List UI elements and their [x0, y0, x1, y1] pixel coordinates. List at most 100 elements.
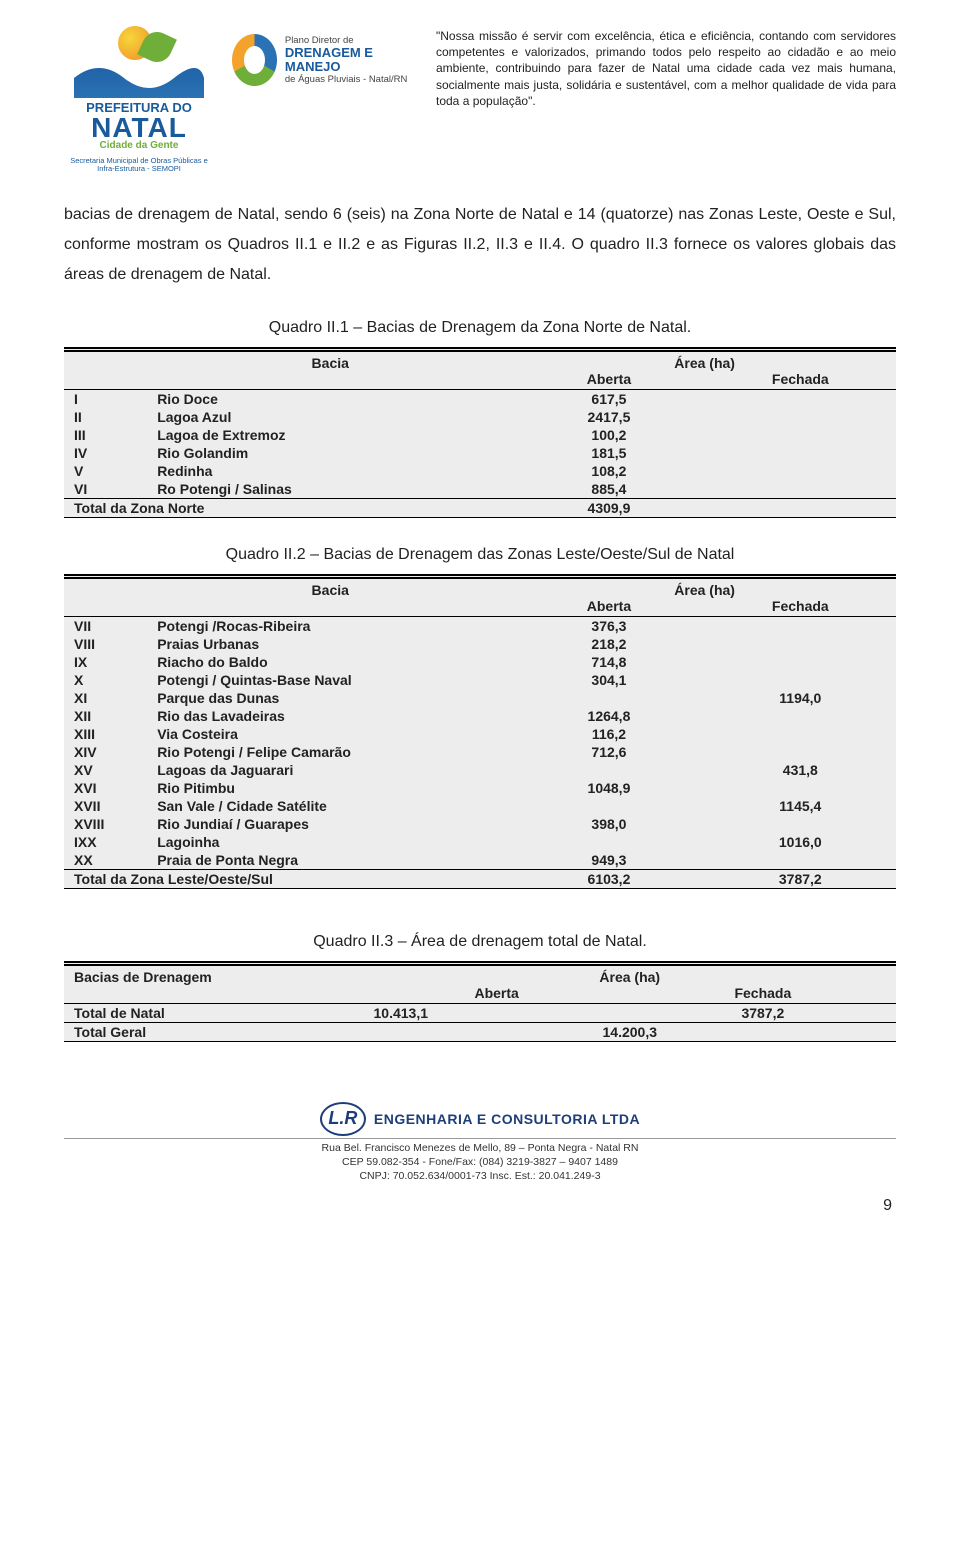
col-aberta: Aberta — [513, 598, 704, 617]
row-fechada — [705, 635, 896, 653]
table-row: VIRo Potengi / Salinas885,4 — [64, 480, 896, 499]
row-numeral: XVII — [64, 797, 147, 815]
row-name: Redinha — [147, 462, 513, 480]
row-name: Potengi / Quintas-Base Naval — [147, 671, 513, 689]
row-total-geral: 14.200,3 — [364, 1022, 896, 1041]
row-aberta: 617,5 — [513, 389, 704, 408]
caption-quadro3: Quadro II.3 – Área de drenagem total de … — [64, 933, 896, 951]
row-name: Lagoa Azul — [147, 408, 513, 426]
row-aberta: 108,2 — [513, 462, 704, 480]
col-aberta: Aberta — [364, 985, 630, 1004]
row-numeral: XX — [64, 851, 147, 870]
row-fechada: 1145,4 — [705, 797, 896, 815]
table-row: XXPraia de Ponta Negra949,3 — [64, 851, 896, 870]
row-numeral: II — [64, 408, 147, 426]
table-quadro3: Bacias de Drenagem Área (ha) Aberta Fech… — [64, 961, 896, 1042]
table-row: XIIRio das Lavadeiras1264,8 — [64, 707, 896, 725]
total-label: Total da Zona Leste/Oeste/Sul — [64, 869, 513, 888]
table-header-row: Bacias de Drenagem Área (ha) — [64, 963, 896, 985]
row-fechada — [705, 408, 896, 426]
page-number: 9 — [64, 1197, 896, 1215]
row-numeral: XI — [64, 689, 147, 707]
row-numeral: IXX — [64, 833, 147, 851]
row-aberta: 714,8 — [513, 653, 704, 671]
table-row: XIIIVia Costeira116,2 — [64, 725, 896, 743]
total-fechada — [705, 498, 896, 517]
row-aberta: 218,2 — [513, 635, 704, 653]
row-aberta: 398,0 — [513, 815, 704, 833]
row-numeral: V — [64, 462, 147, 480]
col-bacia: Bacia — [147, 576, 513, 598]
row-fechada: 1016,0 — [705, 833, 896, 851]
row-fechada — [705, 815, 896, 833]
footer-address-2: CEP 59.082-354 - Fone/Fax: (084) 3219-38… — [64, 1155, 896, 1169]
row-fechada — [705, 389, 896, 408]
table-header-row: Bacia Área (ha) — [64, 576, 896, 598]
lr-badge-icon: L.R — [320, 1102, 366, 1136]
row-aberta: 116,2 — [513, 725, 704, 743]
row-name: Lagoinha — [147, 833, 513, 851]
row-numeral: XIV — [64, 743, 147, 761]
row-name: Total Geral — [64, 1022, 364, 1041]
row-aberta: 10.413,1 — [364, 1003, 630, 1022]
table-row: XVIIIRio Jundiaí / Guarapes398,0 — [64, 815, 896, 833]
caption-quadro1: Quadro II.1 – Bacias de Drenagem da Zona… — [64, 319, 896, 337]
natal-logo-block: PREFEITURA DO NATAL Cidade da Gente Secr… — [64, 28, 214, 174]
natal-logo-text: PREFEITURA DO NATAL Cidade da Gente — [86, 100, 192, 151]
col-aberta: Aberta — [513, 371, 704, 390]
footer-address-3: CNPJ: 70.052.634/0001-73 Insc. Est.: 20.… — [64, 1169, 896, 1183]
table-quadro1: Bacia Área (ha) Aberta Fechada IRio Doce… — [64, 347, 896, 518]
row-numeral: XII — [64, 707, 147, 725]
col-area: Área (ha) — [513, 576, 896, 598]
row-numeral: XV — [64, 761, 147, 779]
total-label: Total da Zona Norte — [64, 498, 513, 517]
row-fechada — [705, 725, 896, 743]
table-row: VIIPotengi /Rocas-Ribeira376,3 — [64, 616, 896, 635]
row-name: Riacho do Baldo — [147, 653, 513, 671]
table-row: XPotengi / Quintas-Base Naval304,1 — [64, 671, 896, 689]
table-row: IXRiacho do Baldo714,8 — [64, 653, 896, 671]
table-row: VRedinha108,2 — [64, 462, 896, 480]
row-aberta: 181,5 — [513, 444, 704, 462]
plano-logo-block: Plano Diretor de DRENAGEM E MANEJO de Ág… — [232, 34, 412, 86]
table-header-row: Bacia Área (ha) — [64, 349, 896, 371]
col-bacia: Bacia — [147, 349, 513, 371]
footer-company-logo: L.R ENGENHARIA E CONSULTORIA LTDA — [320, 1102, 640, 1136]
body-paragraph: bacias de drenagem de Natal, sendo 6 (se… — [64, 200, 896, 291]
row-aberta — [513, 797, 704, 815]
row-fechada — [705, 653, 896, 671]
table-row: XVLagoas da Jaguarari431,8 — [64, 761, 896, 779]
row-fechada — [705, 707, 896, 725]
row-fechada: 3787,2 — [630, 1003, 896, 1022]
row-numeral: VII — [64, 616, 147, 635]
table-row: IILagoa Azul2417,5 — [64, 408, 896, 426]
table-row: IVRio Golandim181,5 — [64, 444, 896, 462]
row-fechada — [705, 616, 896, 635]
row-name: Praia de Ponta Negra — [147, 851, 513, 870]
col-fechada: Fechada — [630, 985, 896, 1004]
row-name: Potengi /Rocas-Ribeira — [147, 616, 513, 635]
row-numeral: III — [64, 426, 147, 444]
natal-wordmark: NATAL — [86, 115, 192, 140]
table-row: XVIRio Pitimbu1048,9 — [64, 779, 896, 797]
row-aberta: 304,1 — [513, 671, 704, 689]
row-name: Rio Doce — [147, 389, 513, 408]
row-name: Total de Natal — [64, 1003, 364, 1022]
row-fechada: 1194,0 — [705, 689, 896, 707]
row-aberta: 885,4 — [513, 480, 704, 499]
footer-address-1: Rua Bel. Francisco Menezes de Mello, 89 … — [64, 1141, 896, 1155]
row-numeral: XVIII — [64, 815, 147, 833]
total-row: Total da Zona Norte4309,9 — [64, 498, 896, 517]
row-aberta: 100,2 — [513, 426, 704, 444]
row-numeral: X — [64, 671, 147, 689]
table-row: VIIIPraias Urbanas218,2 — [64, 635, 896, 653]
table-subheader-row: Aberta Fechada — [64, 985, 896, 1004]
row-fechada — [705, 851, 896, 870]
table-row: XIParque das Dunas1194,0 — [64, 689, 896, 707]
swirl-icon — [232, 34, 277, 86]
row-fechada — [705, 779, 896, 797]
row-numeral: I — [64, 389, 147, 408]
col-fechada: Fechada — [705, 371, 896, 390]
table-quadro2: Bacia Área (ha) Aberta Fechada VIIPoteng… — [64, 574, 896, 889]
row-aberta: 2417,5 — [513, 408, 704, 426]
